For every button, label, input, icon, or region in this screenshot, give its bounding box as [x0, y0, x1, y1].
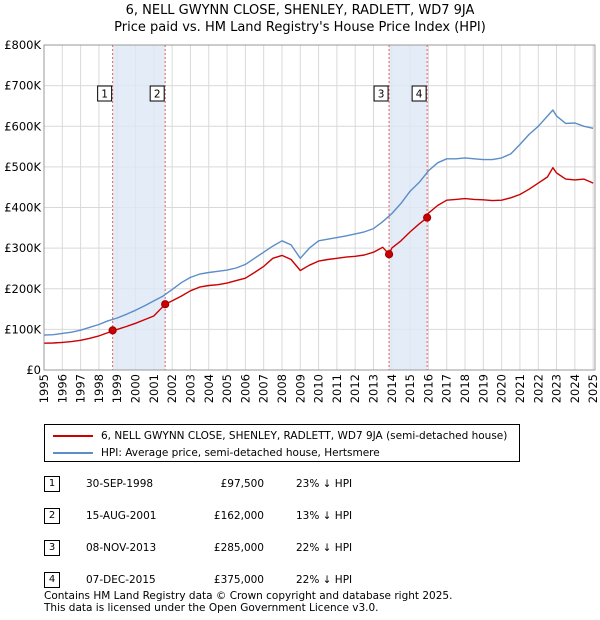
y-tick-label: £100K: [4, 322, 41, 336]
footer-line-1: Contains HM Land Registry data © Crown c…: [44, 590, 453, 602]
x-tick-label: 1997: [74, 374, 88, 403]
x-tick-label: 2004: [202, 374, 216, 403]
sale-hpi-diff: 22% ↓ HPI: [296, 542, 353, 554]
x-tick-label: 1996: [55, 374, 69, 403]
x-tick-label: 2025: [586, 374, 600, 403]
sale-number-badge: 1: [44, 476, 60, 492]
sale-badge-box: [373, 85, 389, 102]
y-tick-label: £400K: [4, 201, 41, 215]
sale-badge-4: 4: [411, 85, 427, 102]
sale-price: £375,000: [213, 574, 264, 586]
sale-number-badge: 2: [44, 508, 60, 524]
footer-line-2: This data is licensed under the Open Gov…: [44, 602, 379, 614]
sale-price: £97,500: [220, 478, 264, 490]
sale-badge-box: [411, 85, 427, 102]
sale-date: 30-SEP-1998: [86, 478, 154, 490]
table-row: 1 30-SEP-1998 £97,500 23% ↓ HPI: [44, 468, 564, 500]
chart-legend: 6, NELL GWYNN CLOSE, SHENLEY, RADLETT, W…: [44, 424, 520, 462]
price-chart: 1 2 3 4 £0 £100K £200K £300K £400K £500K £600K £70…: [4, 38, 600, 403]
sale-point: [384, 250, 394, 259]
x-tick-label: 2019: [476, 374, 490, 403]
x-tick-label: 2005: [220, 374, 234, 403]
x-tick-label: 2001: [147, 374, 161, 403]
y-tick-label: £0: [26, 363, 41, 377]
sale-badge-label: 1: [101, 89, 108, 101]
title-line-2: Price paid vs. HM Land Registry's House …: [114, 20, 486, 35]
y-tick-label: £200K: [4, 282, 41, 296]
x-tick-label: 2022: [531, 374, 545, 403]
y-tick-label: £700K: [4, 79, 41, 93]
y-tick-label: £500K: [4, 160, 41, 174]
sale-hpi-diff: 22% ↓ HPI: [296, 574, 353, 586]
x-tick-label: 2021: [513, 374, 527, 403]
x-tick-label: 1995: [37, 374, 51, 403]
x-tick-label: 2024: [568, 374, 582, 403]
sale-badge-2: 2: [149, 85, 165, 102]
sale-point: [423, 213, 432, 222]
sale-point: [108, 326, 117, 335]
sale-badge-box: [149, 85, 165, 102]
sale-number-badge: 3: [44, 540, 60, 556]
x-tick-label: 2007: [257, 374, 271, 403]
sale-badge-label: 2: [154, 89, 161, 101]
sale-hpi-diff: 23% ↓ HPI: [296, 478, 353, 490]
y-tick-label: £300K: [4, 241, 41, 255]
legend-label-property: 6, NELL GWYNN CLOSE, SHENLEY, RADLETT, W…: [101, 430, 508, 442]
x-tick-label: 2017: [440, 374, 454, 403]
x-tick-label: 2023: [550, 374, 564, 403]
sale-badge-3: 3: [373, 85, 389, 102]
x-tick-label: 2016: [421, 374, 435, 403]
x-tick-label: 2000: [129, 374, 143, 403]
chart-title: 6, NELL GWYNN CLOSE, SHENLEY, RADLETT, W…: [0, 2, 600, 36]
table-row: 4 07-DEC-2015 £375,000 22% ↓ HPI: [44, 564, 564, 596]
x-tick-label: 2015: [403, 374, 417, 403]
sale-hpi-diff: 13% ↓ HPI: [296, 510, 353, 522]
x-tick-label: 2013: [367, 374, 381, 403]
x-tick-label: 2003: [183, 374, 197, 403]
legend-item-property: 6, NELL GWYNN CLOSE, SHENLEY, RADLETT, W…: [53, 428, 507, 444]
sale-badge-1: 1: [97, 85, 113, 102]
title-line-1: 6, NELL GWYNN CLOSE, SHENLEY, RADLETT, W…: [125, 3, 475, 18]
hpi-series-line: [43, 109, 594, 336]
legend-swatch-property: [53, 435, 93, 437]
footer-attribution: Contains HM Land Registry data © Crown c…: [44, 590, 452, 614]
plot-border: [43, 44, 596, 371]
x-tick-label: 2009: [293, 374, 307, 403]
legend-item-hpi: HPI: Average price, semi-detached house,…: [53, 445, 380, 461]
sale-point: [161, 300, 170, 309]
x-tick-label: 2012: [348, 374, 362, 403]
x-tick-label: 2014: [385, 374, 399, 403]
y-tick-label: £600K: [4, 119, 41, 133]
x-tick-label: 2020: [495, 374, 509, 403]
x-tick-label: 2008: [275, 374, 289, 403]
legend-label-hpi: HPI: Average price, semi-detached house,…: [101, 447, 380, 459]
sale-price: £285,000: [213, 542, 264, 554]
x-tick-label: 2011: [330, 374, 344, 403]
sale-date: 07-DEC-2015: [86, 574, 156, 586]
y-tick-label: £800K: [4, 38, 41, 52]
x-tick-label: 2002: [165, 374, 179, 403]
x-tick-label: 2010: [312, 374, 326, 403]
x-tick-label: 2006: [238, 374, 252, 403]
x-tick-label: 2018: [458, 374, 472, 403]
sale-date: 15-AUG-2001: [86, 510, 157, 522]
sale-badge-box: [97, 85, 113, 102]
sale-badge-label: 3: [378, 89, 385, 101]
table-row: 2 15-AUG-2001 £162,000 13% ↓ HPI: [44, 500, 564, 532]
sale-number-badge: 4: [44, 572, 60, 588]
table-row: 3 08-NOV-2013 £285,000 22% ↓ HPI: [44, 532, 564, 564]
x-tick-label: 1998: [92, 374, 106, 403]
sale-badge-label: 4: [416, 89, 423, 101]
legend-swatch-hpi: [53, 452, 93, 454]
x-tick-label: 1999: [110, 374, 124, 403]
property-series-line: [43, 166, 594, 344]
sale-price: £162,000: [213, 510, 264, 522]
sale-date: 08-NOV-2013: [86, 542, 157, 554]
